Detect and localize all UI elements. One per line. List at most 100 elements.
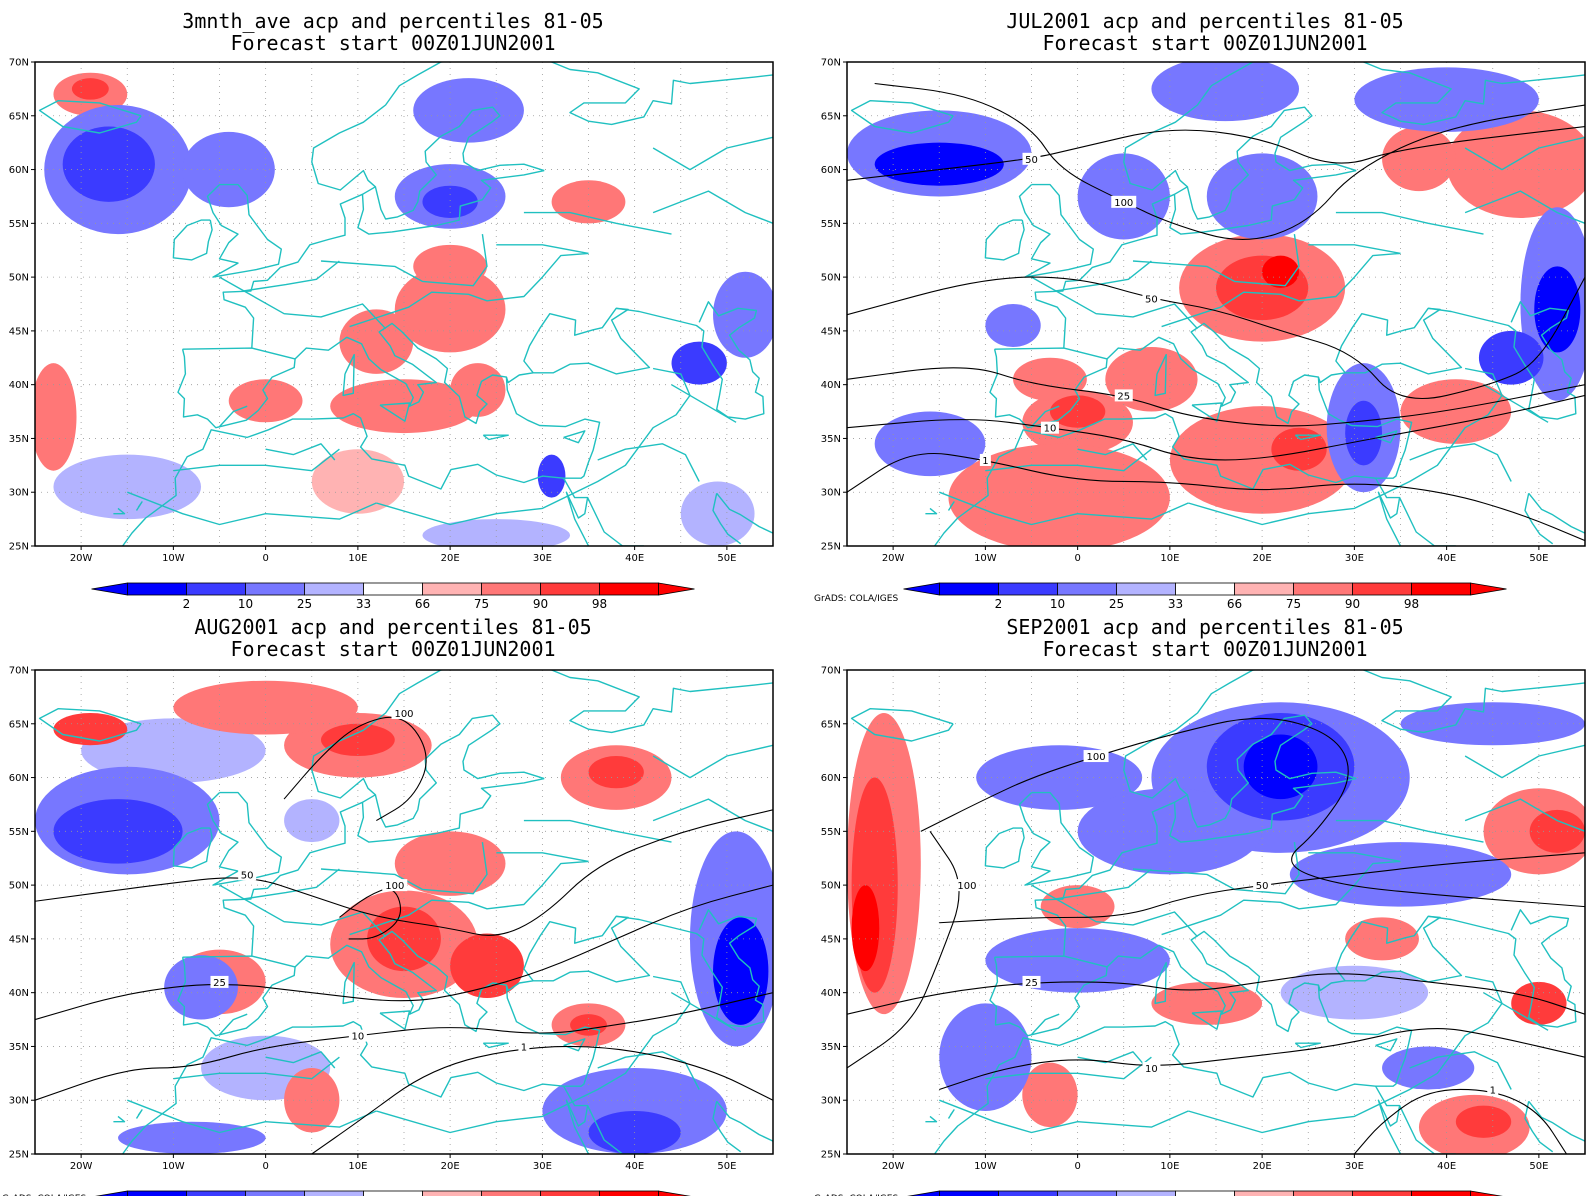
colorbar-arrow-left [95,1190,128,1196]
coastline [1123,62,1259,195]
contour-label: 10 [352,1032,365,1043]
coastline [925,1115,938,1123]
coastline [985,1056,1152,1080]
percentile-area [851,885,880,972]
colorbar-arrow-right [658,582,695,596]
coastline [173,1056,340,1080]
coastline [1031,884,1199,938]
lat-label: 30N [821,1096,841,1107]
lon-label: 20E [1253,1161,1272,1172]
contour-label-bg [238,868,257,881]
panel-title: JUL2001 acp and percentiles 81-05 [1006,9,1403,33]
coastline [1361,670,1585,734]
coastline [1054,868,1152,900]
coastline [206,791,282,886]
lon-label: 40E [1437,1161,1456,1172]
contour-label-bg [979,453,991,466]
percentile-area [35,363,77,471]
percentile-area [182,131,275,208]
lat-label: 65N [9,719,29,730]
coastline [222,777,545,957]
colorbar-segment [998,582,1058,596]
lon-label: 10E [1160,553,1179,564]
coastline [1132,234,1300,287]
lon-label: 40E [625,553,644,564]
coastline [172,219,213,261]
lat-label: 25N [9,542,29,553]
coastline [496,244,589,255]
lat-label: 70N [821,666,841,677]
percentile-area [320,723,395,757]
contour-line [35,884,773,1021]
lon-label: 10W [162,1161,185,1172]
percentile-area [588,756,644,789]
colorbar-arrow-left [91,582,128,596]
coastline [939,1099,1189,1134]
colorbar-segment [245,582,305,596]
lat-label: 60N [9,165,29,176]
colorbar-segment [1175,582,1235,596]
contour-line [1353,1088,1568,1154]
lat-label: 50N [821,273,841,284]
colorbar-segment [540,1190,600,1196]
lat-label: 55N [9,827,29,838]
colorbar-label: 2 [995,597,1003,611]
coastline [113,507,126,515]
lat-label: 65N [821,719,841,730]
percentile-area [874,411,986,477]
contour-label: 10 [1145,1064,1158,1075]
lat-label: 35N [9,434,29,445]
coastline [122,377,601,546]
percentile-area [680,481,755,546]
percentile-area [713,917,769,1025]
percentile-area [537,454,566,498]
lon-label: 10E [348,553,367,564]
panel-title: 3mnth_ave acp and percentiles 81-05 [182,9,603,33]
coastline [113,1115,126,1123]
coastline [376,975,691,1134]
colorbar-segment [481,1190,541,1196]
contour-line [35,809,773,936]
contour-label-bg [1022,152,1041,165]
coastline [523,819,672,843]
contour-label-bg [1040,421,1059,434]
coastline [562,1085,607,1154]
colorbar-label: 10 [1050,597,1065,611]
percentile-area [330,379,478,434]
map-panel: JUL2001 acp and percentiles 81-05Forecas… [814,9,1586,611]
coastline [320,842,488,895]
colorbar-segment [599,582,659,596]
percentile-area [1382,126,1456,192]
lon-label: 50E [1529,553,1548,564]
lat-label: 50N [821,881,841,892]
coastline [1123,670,1259,803]
coastline [1375,430,1398,444]
colorbar-segment [422,1190,482,1196]
coastline [549,62,773,126]
contour-label: 1 [1490,1085,1496,1096]
contour-line [847,125,1585,181]
colorbar-segment [1352,582,1412,596]
colorbar-segment [1411,582,1471,596]
colorbar-label: 98 [1404,597,1419,611]
coastline [925,507,938,515]
coastline [1528,492,1585,534]
lat-label: 70N [9,58,29,69]
contour-line [339,888,402,940]
coastline [1186,106,1357,220]
coastline [219,276,387,330]
colorbar-segment [304,582,364,596]
coastline [1054,260,1152,292]
coastline [1034,169,1357,349]
lat-label: 60N [821,165,841,176]
map-area: 50 25 10 1 100 50 [847,62,1585,546]
coastline [934,985,1413,1154]
coastline [127,1099,377,1134]
lat-label: 45N [9,326,29,337]
percentile-area [62,126,155,202]
contour-label: 50 [1025,155,1038,166]
colorbar-segment [1116,1190,1176,1196]
contour-label-bg [1114,389,1133,402]
colorbar-segment [1352,1190,1412,1196]
coastline [1464,190,1585,224]
